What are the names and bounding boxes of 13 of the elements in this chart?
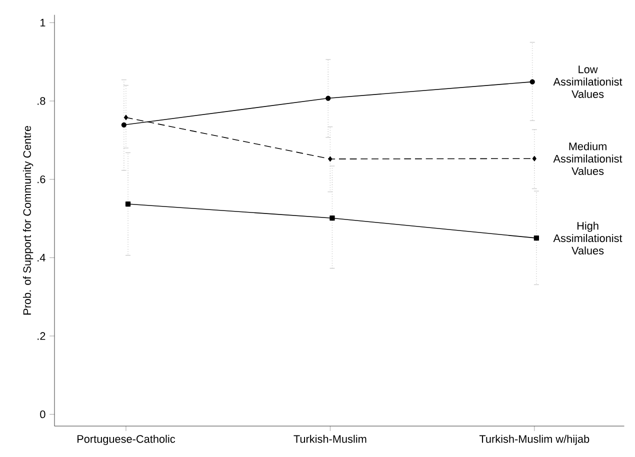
series-label: Medium Assimilationist Values (553, 142, 622, 176)
x-tick-label: Turkish-Muslim (294, 434, 366, 443)
x-tick-label: Turkish-Muslim w/hijab (479, 434, 590, 446)
y-tick-label: 1 (40, 19, 46, 27)
series-label: High Assimilationist Values (553, 222, 622, 255)
y-tick-label: .8 (38, 97, 46, 105)
y-tick-label: .6 (38, 176, 46, 184)
y-axis-title: Prob. of Support for Community Centre (22, 126, 34, 315)
y-tick-label: .4 (38, 254, 46, 262)
series-label: Low Assimilationist Values (553, 66, 622, 98)
x-tick-label: Portuguese-Catholic (77, 434, 176, 446)
y-tick-label: 0 (40, 410, 46, 418)
y-tick-label: .2 (38, 332, 46, 340)
